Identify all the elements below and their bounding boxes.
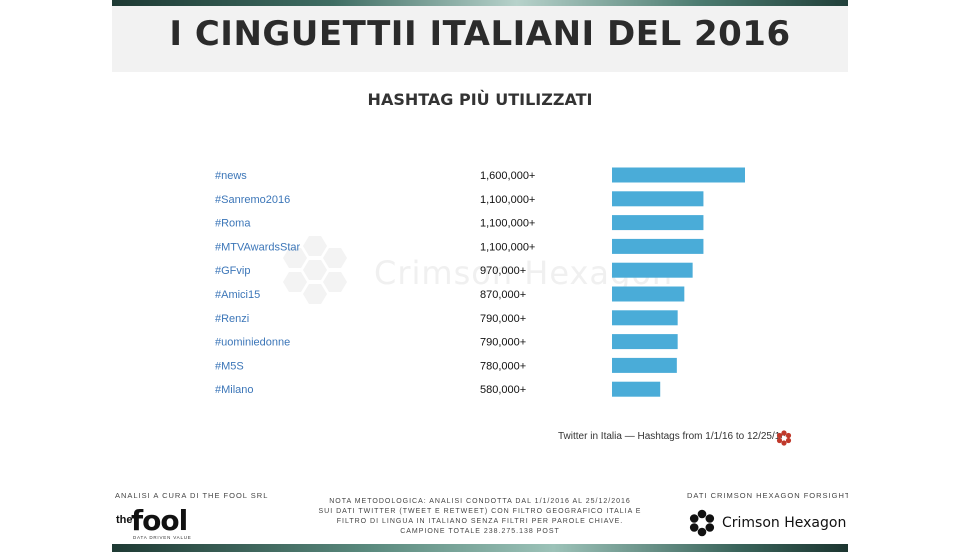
value-label: 870,000+ <box>480 289 526 301</box>
value-label: 1,600,000+ <box>480 170 535 182</box>
hashtag-label: #Milano <box>215 384 254 396</box>
value-label: 1,100,000+ <box>480 241 535 253</box>
title-band <box>112 6 848 72</box>
the-fool-logo: the fool DATA DRIVEN VALUE <box>116 504 196 540</box>
fool-logo-the: the <box>116 514 133 526</box>
hashtag-label: #uominiedonne <box>215 337 290 349</box>
bar <box>612 310 678 326</box>
bar <box>612 238 704 254</box>
hashtag-label: #Renzi <box>215 313 249 325</box>
methodology-note-line: CAMPIONE TOTALE 238.275.138 POST <box>400 528 560 535</box>
value-label: 790,000+ <box>480 337 526 349</box>
hashtag-label: #Sanremo2016 <box>215 194 290 206</box>
value-label: 970,000+ <box>480 265 526 277</box>
page-title: I CINGUETTII ITALIANI DEL 2016 <box>169 14 791 54</box>
bar <box>612 167 745 183</box>
hexagon-cluster-icon <box>283 236 347 304</box>
footer-analysis-credit: ANALISI A CURA DI THE FOOL SRL <box>115 491 269 500</box>
methodology-note-line: FILTRO DI LINGUA IN ITALIANO SENZA FILTR… <box>336 518 624 525</box>
decorative-top-border <box>112 0 848 6</box>
value-label: 780,000+ <box>480 360 526 372</box>
bar <box>612 357 677 373</box>
methodology-note: NOTA METODOLOGICA: ANALISI CONDOTTA DAL … <box>290 497 670 537</box>
value-label: 1,100,000+ <box>480 218 535 230</box>
decorative-bottom-border <box>112 544 848 552</box>
watermark: Crimson Hexagon <box>282 232 742 316</box>
crimson-hexagon-black-flower-icon <box>689 509 715 537</box>
hashtag-label: #GFvip <box>215 265 250 277</box>
value-label: 790,000+ <box>480 313 526 325</box>
bar <box>612 215 704 231</box>
methodology-note-line: NOTA METODOLOGICA: ANALISI CONDOTTA DAL … <box>329 498 631 505</box>
hashtag-label: #MTVAwardsStar <box>215 241 301 253</box>
hashtag-label: #Roma <box>215 218 251 230</box>
hashtag-label: #Amici15 <box>215 289 260 301</box>
value-label: 580,000+ <box>480 384 526 396</box>
bar <box>612 381 661 397</box>
chart-subtitle: HASHTAG PIÙ UTILIZZATI <box>367 90 593 109</box>
fool-logo-tagline: DATA DRIVEN VALUE <box>133 535 192 540</box>
chart-caption: Twitter in Italia — Hashtags from 1/1/16… <box>558 431 786 442</box>
bar <box>612 262 693 278</box>
footer-data-credit: DATI CRIMSON HEXAGON FORSIGHT™ <box>687 491 848 500</box>
methodology-note-line: SUI DATI TWITTER (TWEET E RETWEET) CON F… <box>318 508 642 515</box>
value-label: 1,100,000+ <box>480 194 535 206</box>
bar <box>612 191 704 207</box>
crimson-hexagon-logo-text: Crimson Hexagon <box>722 515 847 531</box>
hashtag-label: #news <box>215 170 247 182</box>
fool-logo-word: fool <box>131 504 188 537</box>
infographic-frame: I CINGUETTII ITALIANI DEL 2016 HASHTAG P… <box>112 0 848 552</box>
crimson-hexagon-logo: Crimson Hexagon <box>688 509 848 539</box>
hashtag-label: #M5S <box>215 360 244 372</box>
hashtag-bar-chart: #news 1,600,000+ #Sanremo2016 1,100,000+ #Ro… <box>215 167 745 397</box>
bar <box>612 334 678 350</box>
bar <box>612 286 685 302</box>
crimson-hexagon-red-flower-icon <box>776 430 792 446</box>
